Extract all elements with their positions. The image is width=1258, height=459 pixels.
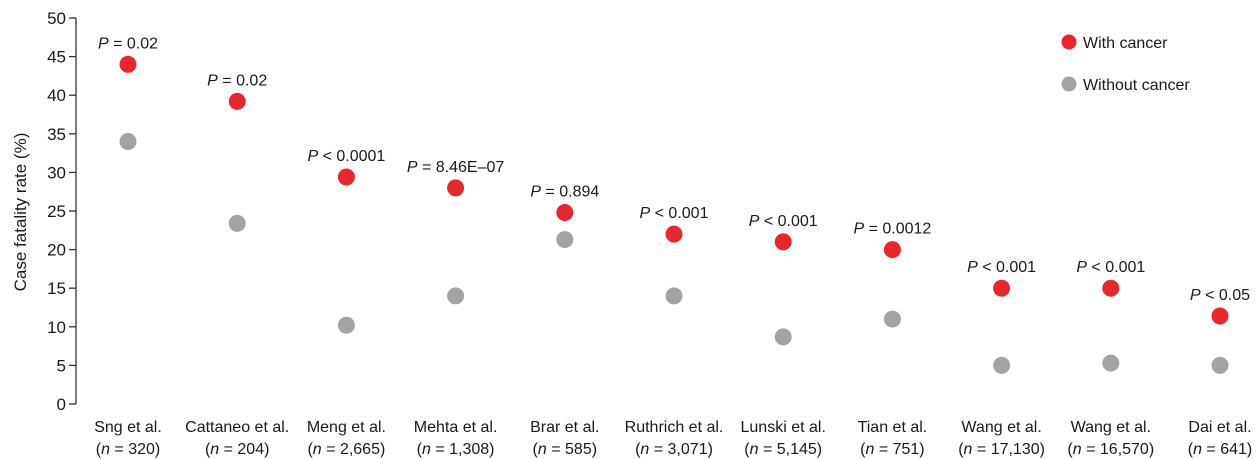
legend-marker [1061, 76, 1077, 92]
category-sample-size: (n = 204) [205, 441, 270, 458]
p-value-labels: P = 0.02 P = 0.02 P < 0.0001 P = 8.46E–07 P … [98, 35, 1250, 304]
p-value-label: P < 0.0001 [307, 148, 385, 165]
data-point [993, 279, 1011, 297]
legend: With cancer Without cancer [1061, 34, 1190, 94]
data-point [993, 356, 1011, 374]
y-tick-label: 10 [47, 318, 66, 337]
x-axis-categories: Sng et al. (n = 320) Cattaneo et al. (n = 2… [94, 419, 1252, 458]
category-sample-size: (n = 2,665) [307, 441, 385, 458]
data-point [883, 310, 901, 328]
category-sample-size: (n = 585) [533, 441, 598, 458]
data-point [1211, 307, 1229, 325]
data-point [883, 241, 901, 259]
p-value-label: P < 0.001 [967, 259, 1036, 276]
category-label: Tian et al. [858, 419, 928, 436]
category-sample-size: (n = 641) [1188, 441, 1253, 458]
p-value-label: P < 0.001 [1076, 259, 1145, 276]
category-sample-size: (n = 5,145) [744, 441, 822, 458]
data-point [337, 316, 355, 334]
data-point [665, 287, 683, 305]
data-point [337, 168, 355, 186]
data-point [665, 225, 683, 243]
y-tick-label: 25 [47, 202, 66, 221]
data-point [228, 214, 246, 232]
y-tick-label: 35 [47, 125, 66, 144]
category-sample-size: (n = 320) [96, 441, 161, 458]
category-label: Brar et al. [530, 419, 599, 436]
category-label: Wang et al. [961, 419, 1041, 436]
legend-label: With cancer [1083, 35, 1168, 52]
category-label: Ruthrich et al. [625, 419, 724, 436]
category-label: Wang et al. [1071, 419, 1151, 436]
category-label: Dai et al. [1188, 419, 1251, 436]
y-tick-label: 15 [47, 279, 66, 298]
data-point [556, 204, 574, 222]
category-label: Sng et al. [94, 419, 162, 436]
category-label: Lunski et al. [741, 419, 826, 436]
data-point [119, 55, 137, 73]
data-point [556, 231, 574, 249]
legend-marker [1061, 34, 1077, 50]
y-axis-label: Case fatality rate (%) [11, 133, 30, 292]
data-point [447, 287, 465, 305]
p-value-label: P < 0.001 [640, 205, 709, 222]
data-point [1102, 354, 1120, 372]
y-tick-label: 0 [57, 395, 66, 414]
p-value-label: P = 0.0012 [853, 221, 931, 238]
data-point [774, 233, 792, 251]
p-value-label: P = 0.02 [98, 35, 158, 52]
data-point [1102, 279, 1120, 297]
y-tick-label: 40 [47, 86, 66, 105]
data-point [447, 179, 465, 197]
y-tick-label: 45 [47, 48, 66, 67]
legend-label: Without cancer [1083, 77, 1190, 94]
category-sample-size: (n = 3,071) [635, 441, 713, 458]
y-tick-label: 50 [47, 9, 66, 28]
category-label: Mehta et al. [414, 419, 498, 436]
data-point [228, 92, 246, 110]
data-point [774, 328, 792, 346]
category-sample-size: (n = 1,308) [417, 441, 495, 458]
category-label: Cattaneo et al. [185, 419, 289, 436]
data-point [1211, 356, 1229, 374]
data-point [119, 133, 137, 151]
p-value-label: P < 0.001 [749, 213, 818, 230]
y-axis: 0 5 10 15 20 25 30 35 40 45 50 [47, 9, 77, 414]
data-points [119, 55, 1229, 374]
p-value-label: P = 0.02 [207, 72, 267, 89]
p-value-label: P < 0.05 [1190, 287, 1250, 304]
y-tick-label: 5 [57, 356, 66, 375]
category-label: Meng et al. [307, 419, 386, 436]
category-sample-size: (n = 17,130) [958, 441, 1045, 458]
p-value-label: P = 8.46E–07 [407, 159, 505, 176]
y-tick-label: 30 [47, 163, 66, 182]
y-tick-label: 20 [47, 241, 66, 260]
category-sample-size: (n = 751) [860, 441, 925, 458]
p-value-label: P = 0.894 [530, 184, 599, 201]
category-sample-size: (n = 16,570) [1067, 441, 1154, 458]
